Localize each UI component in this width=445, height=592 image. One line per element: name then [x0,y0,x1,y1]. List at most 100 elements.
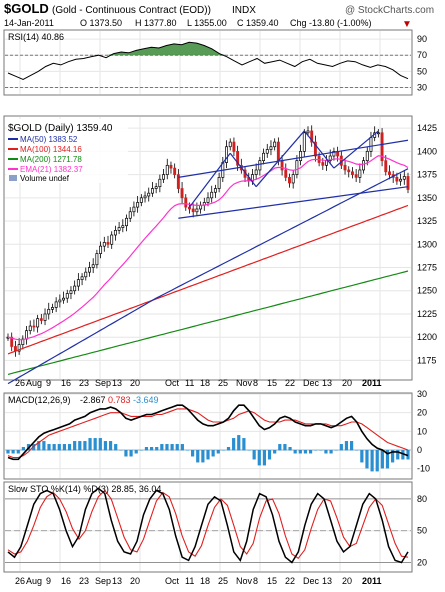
macd-histogram-bar [93,438,97,451]
macd-tick-label: -10 [417,464,430,474]
macd-histogram-bar [303,450,308,454]
macd-histogram-bar [334,450,338,451]
macd-histogram-bar [73,441,77,451]
macd-histogram-bar [344,441,349,451]
x-axis-label: 15 [267,378,277,388]
macd-histogram-bar [67,444,72,451]
x-axis-label: Sep [95,576,111,586]
candle-body [376,132,380,135]
macd-histogram-bar [32,444,36,451]
x-axis-label: 16 [61,576,71,586]
candle-body [313,141,317,157]
candle-body [125,217,128,227]
candle-body [273,141,277,148]
candle-body [306,130,310,134]
macd-histogram-bar [278,444,282,451]
ema21-line [7,155,409,341]
ma100-legend: MA(100) 1344.16 [20,145,82,154]
candle-body [39,318,43,321]
x-axis-label: 26 [15,576,25,586]
quote-close: C 1359.40 [237,18,279,28]
candle-body [258,160,262,171]
candle-body [128,211,132,219]
quote-date: 14-Jan-2011 [4,18,54,28]
candle-body [154,186,158,189]
candle-body [21,338,25,345]
macd-histogram-bar [196,450,200,463]
candle-body [139,197,143,203]
candle-body [225,146,228,163]
macd-histogram-bar [283,444,287,451]
candle-body [332,151,336,157]
x-axis-label: 13 [112,576,122,586]
wave-line [189,152,231,208]
ma50-line [7,168,409,385]
x-axis-label: 8 [253,576,258,586]
ma200-line [7,270,409,375]
macd-histogram-bar [206,450,210,460]
wave-line [255,130,305,188]
candle-body [80,276,84,280]
macd-histogram-bar [6,450,10,454]
candle-body [184,197,188,208]
candle-body [284,169,288,178]
macd-histogram-bar [257,450,261,466]
x-axis-label: 13 [112,378,122,388]
candle-body [10,336,14,347]
candle-body [328,155,332,162]
x-axis-label: 13 [322,378,332,388]
candle-body [188,206,191,210]
macd-histogram-bar [273,450,277,454]
candle-body [276,141,280,162]
candle-body [358,169,362,178]
candle-body [180,188,184,199]
macd-histogram-bar [114,444,118,451]
candle-body [269,146,273,150]
trendline-support [178,186,409,219]
x-axis-label: Aug [26,378,42,388]
macd-histogram-bar [103,441,108,451]
macd-histogram-bar [57,444,61,451]
macd-histogram-bar [401,450,405,460]
macd-histogram-bar [360,450,364,463]
candle-body [69,290,73,294]
macd-histogram-bar [329,450,333,454]
macd-histogram-bar [42,441,46,451]
ma100-line [7,204,409,355]
candle-body [73,285,77,292]
macd-histogram-bar [88,438,92,451]
candle-body [110,234,114,245]
rsi-tick-label: 70 [417,50,427,60]
x-axis-label: 20 [342,378,352,388]
candle-body [195,208,199,213]
macd-histogram-bar [211,450,215,457]
candle-body [347,169,351,173]
x-axis-label: 20 [130,576,140,586]
macd-signal-line [7,408,409,459]
macd-histogram-bar [78,441,82,451]
macd-histogram-bar [396,450,400,460]
candle-body [362,160,366,171]
macd-histogram-bar [349,441,354,451]
candle-body [388,171,391,175]
macd-histogram-bar [293,450,297,454]
candle-body [25,330,28,340]
candle-body [76,279,80,287]
macd-histogram-bar [52,444,56,451]
macd-histogram-bar [139,450,143,451]
macd-histogram-bar [221,450,225,451]
macd-tick-label: 30 [417,389,427,399]
candle-body [84,271,88,278]
x-axis-label: 20 [130,378,140,388]
candle-body [321,162,325,166]
x-axis-label: 23 [79,378,89,388]
quote-low: L 1355.00 [187,18,227,28]
candle-body [65,293,69,299]
macd-histogram-bar [370,450,374,472]
macd-histogram-bar [149,447,154,451]
candle-body [217,177,221,189]
macd-histogram-bar [406,450,410,460]
x-axis-label: 20 [342,576,352,586]
change-down-icon: ▼ [402,19,412,30]
macd-legend: MACD(12,26,9) -2.867 0.783 -3.649 [8,395,159,405]
